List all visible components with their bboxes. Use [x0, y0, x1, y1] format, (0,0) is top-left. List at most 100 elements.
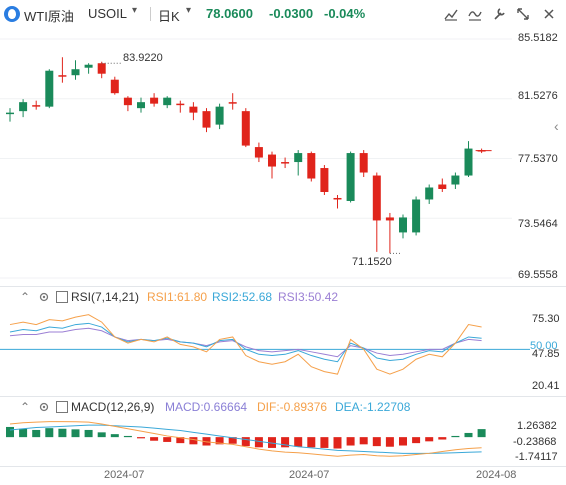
rsi3-line: [9, 327, 482, 358]
close-icon[interactable]: [538, 4, 560, 24]
macd-histogram-bar: [268, 437, 276, 448]
macd-histogram-bar: [110, 434, 119, 438]
price-axis-label-2: 81.5276: [518, 90, 558, 102]
candle-body: [372, 175, 381, 221]
collapse-sidebar-icon[interactable]: ‹: [554, 118, 559, 134]
symbol-name[interactable]: WTI原油: [24, 9, 74, 24]
macd-histogram-bar: [254, 437, 263, 448]
rsi-legend: ⌃ RSI(7,14,21) RSI1:61.80 RSI2:52.68 RSI…: [0, 290, 566, 306]
dif-value: DIF:-0.89376: [257, 400, 328, 414]
macd-histogram-bar: [32, 429, 41, 438]
price-axis-label-4: 73.5464: [518, 218, 558, 230]
macd-histogram-bar: [294, 437, 303, 447]
candlestick-chart[interactable]: [0, 28, 566, 286]
rsi-axis-label-3: 47.85: [532, 348, 560, 360]
macd-histogram-bar: [320, 437, 329, 448]
line-chart-icon[interactable]: [440, 4, 462, 24]
rsi-settings-gear-icon[interactable]: [38, 291, 50, 303]
wave-icon[interactable]: [464, 4, 486, 24]
macd-histogram-bar: [372, 437, 381, 447]
rsi-axis-label-4: 20.41: [532, 380, 560, 392]
candle-body: [359, 153, 368, 173]
candle-body: [464, 148, 473, 176]
macd-settings-gear-icon[interactable]: [38, 401, 50, 413]
macd-histogram-bar: [399, 437, 407, 446]
macd-axis-label-2: -0.23868: [513, 436, 557, 448]
candle-body: [438, 184, 447, 189]
candle-body: [215, 106, 224, 125]
candle-body: [268, 154, 276, 167]
candle-body: [189, 106, 198, 113]
symbol-dropdown-icon[interactable]: ▾: [132, 5, 138, 16]
candle-body: [202, 111, 211, 128]
candle-body: [84, 64, 93, 68]
macd-histogram-bar: [97, 432, 106, 438]
macd-histogram-bar: [333, 437, 342, 449]
candle-body: [137, 102, 145, 109]
macd-histogram-bar: [425, 437, 434, 442]
separator-dates: [0, 466, 566, 467]
high-price-label: 83.9220: [123, 52, 163, 64]
rsi-axis-label-2: 50.00: [530, 340, 558, 352]
candle-body: [412, 199, 421, 233]
candle-body: [254, 147, 263, 158]
candle-body: [294, 153, 303, 163]
chart-header: WTI原油 USOIL ▾ 日K ▾ 78.0600 -0.0300 -0.04…: [0, 0, 566, 28]
rsi2-value: RSI2:52.68: [212, 290, 273, 304]
candle-body: [163, 97, 172, 106]
price-axis-label-5: 69.5558: [518, 269, 558, 281]
macd-axis-label-3: -1.74117: [515, 451, 558, 463]
rsi-menu-icon[interactable]: [56, 291, 68, 303]
macd-histogram-bar: [176, 437, 185, 444]
candle-body: [320, 168, 329, 192]
macd-histogram-bar: [464, 432, 473, 438]
candle-body: [150, 97, 159, 104]
macd-menu-icon[interactable]: [56, 401, 68, 413]
macd-histogram-bar: [58, 428, 67, 438]
rsi-axis-label-1: 75.30: [532, 313, 560, 325]
candle-body: [281, 162, 290, 164]
dea-value: DEA:-1.22708: [335, 400, 411, 414]
price-axis-label-1: 85.5182: [518, 32, 558, 44]
separator-rsi-macd: [0, 396, 566, 397]
low-price-label: 71.1520: [352, 256, 392, 268]
period-dropdown-icon[interactable]: ▾: [186, 5, 192, 16]
macd-histogram-bar: [241, 437, 250, 447]
rsi-chart[interactable]: [0, 306, 566, 394]
candle-body: [19, 102, 28, 112]
candle-body: [385, 217, 394, 221]
symbol-logo-icon: [4, 6, 20, 22]
macd-histogram-bar: [123, 435, 132, 438]
candle-body: [241, 111, 250, 146]
separator-main-rsi: [0, 286, 566, 287]
collapse-rsi-icon[interactable]: ⌃: [20, 290, 31, 304]
header-divider: [150, 7, 151, 21]
candle-body: [58, 75, 67, 77]
rsi1-value: RSI1:61.80: [147, 290, 208, 304]
macd-histogram-bar: [202, 437, 211, 446]
date-label-1: 2024-07: [104, 469, 145, 481]
macd-legend: ⌃ MACD(12,26,9) MACD:0.66664 DIF:-0.8937…: [0, 400, 566, 416]
macd-histogram-bar: [71, 429, 80, 438]
macd-histogram-bar: [19, 428, 28, 438]
macd-histogram-bar: [385, 437, 394, 447]
macd-label: MACD(12,26,9): [71, 400, 155, 414]
last-price: 78.0600: [206, 6, 253, 21]
candle-body: [228, 102, 237, 104]
candle-body: [110, 79, 119, 94]
candle-body: [333, 197, 342, 200]
symbol-code[interactable]: USOIL: [88, 6, 128, 21]
macd-value: MACD:0.66664: [165, 400, 248, 414]
macd-chart[interactable]: [0, 416, 566, 466]
candle-body: [451, 175, 460, 185]
collapse-macd-icon[interactable]: ⌃: [20, 400, 31, 414]
macd-histogram-bar: [438, 437, 447, 440]
expand-icon[interactable]: [512, 4, 534, 24]
rsi2-line: [9, 322, 482, 363]
macd-histogram-bar: [163, 437, 172, 442]
period-selector[interactable]: 日K: [158, 9, 180, 24]
candle-body: [399, 217, 407, 233]
wrench-icon[interactable]: [488, 4, 510, 24]
macd-histogram-bar: [215, 437, 224, 445]
macd-histogram-bar: [150, 437, 159, 441]
